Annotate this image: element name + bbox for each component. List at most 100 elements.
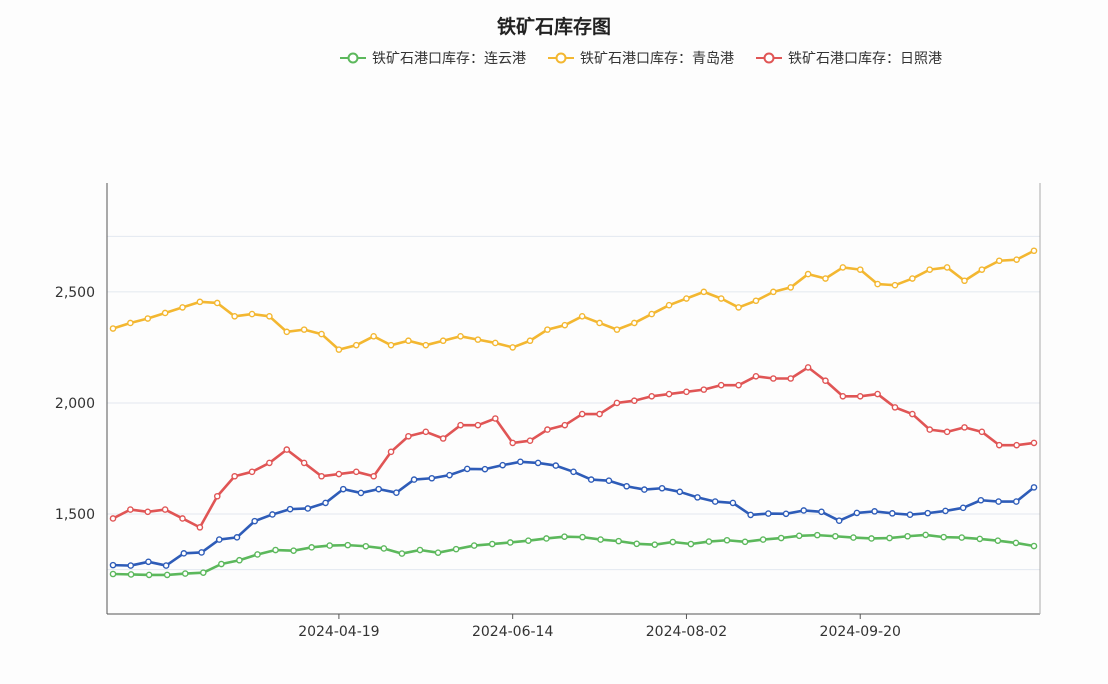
data-point-rizhao[interactable]: [439, 435, 447, 442]
series-line-lianyungang[interactable]: [112, 533, 1035, 577]
data-point-lianyungang[interactable]: [470, 542, 478, 549]
data-point-qingdao[interactable]: [665, 301, 673, 309]
data-point-lianyungang[interactable]: [218, 560, 225, 568]
data-point-rizhao[interactable]: [544, 426, 551, 433]
data-point-rizhao[interactable]: [457, 421, 464, 429]
data-point-lianyungang[interactable]: [1012, 539, 1020, 547]
data-point-qingdao[interactable]: [248, 310, 256, 318]
data-point-lianyungang[interactable]: [326, 542, 334, 549]
data-point-lianyungang[interactable]: [163, 571, 171, 579]
data-point-unnamed[interactable]: [747, 511, 754, 519]
data-point-qingdao[interactable]: [127, 319, 134, 327]
data-point-rizhao[interactable]: [613, 399, 621, 407]
data-point-qingdao[interactable]: [961, 277, 968, 285]
data-point-unnamed[interactable]: [215, 536, 223, 543]
data-point-unnamed[interactable]: [711, 498, 719, 505]
data-point-lianyungang[interactable]: [416, 546, 424, 554]
data-point-unnamed[interactable]: [977, 496, 985, 504]
data-point-unnamed[interactable]: [127, 562, 135, 569]
data-point-unnamed[interactable]: [393, 489, 400, 496]
data-point-unnamed[interactable]: [782, 510, 790, 518]
data-point-lianyungang[interactable]: [723, 536, 731, 544]
data-point-unnamed[interactable]: [605, 477, 613, 485]
data-point-unnamed[interactable]: [517, 458, 524, 466]
data-point-lianyungang[interactable]: [145, 571, 153, 579]
data-point-unnamed[interactable]: [871, 508, 878, 515]
data-point-qingdao[interactable]: [995, 257, 1003, 265]
data-point-rizhao[interactable]: [266, 459, 273, 467]
data-point-lianyungang[interactable]: [741, 538, 749, 546]
data-point-unnamed[interactable]: [339, 485, 347, 493]
data-point-unnamed[interactable]: [162, 562, 170, 569]
data-point-lianyungang[interactable]: [886, 534, 893, 542]
data-point-rizhao[interactable]: [683, 388, 690, 396]
data-point-rizhao[interactable]: [283, 446, 291, 453]
data-point-rizhao[interactable]: [804, 364, 812, 371]
data-point-rizhao[interactable]: [248, 468, 256, 476]
data-point-qingdao[interactable]: [474, 336, 482, 343]
data-point-rizhao[interactable]: [717, 381, 725, 389]
data-point-rizhao[interactable]: [300, 459, 308, 467]
data-point-qingdao[interactable]: [648, 310, 655, 318]
data-point-lianyungang[interactable]: [759, 536, 767, 543]
data-point-unnamed[interactable]: [304, 505, 312, 512]
data-point-lianyungang[interactable]: [777, 534, 785, 542]
data-point-unnamed[interactable]: [1030, 484, 1038, 491]
data-point-lianyungang[interactable]: [832, 532, 839, 540]
data-point-qingdao[interactable]: [856, 266, 864, 273]
data-point-unnamed[interactable]: [729, 499, 737, 507]
data-point-qingdao[interactable]: [300, 326, 308, 333]
data-point-rizhao[interactable]: [770, 375, 777, 382]
data-point-qingdao[interactable]: [700, 288, 708, 296]
data-point-lianyungang[interactable]: [705, 538, 713, 545]
data-point-lianyungang[interactable]: [976, 535, 984, 543]
data-point-qingdao[interactable]: [405, 337, 412, 345]
data-point-qingdao[interactable]: [266, 312, 273, 320]
data-point-qingdao[interactable]: [1013, 256, 1020, 263]
data-point-rizhao[interactable]: [387, 448, 395, 456]
data-point-qingdao[interactable]: [544, 326, 551, 333]
data-point-qingdao[interactable]: [926, 266, 934, 273]
data-point-lianyungang[interactable]: [868, 535, 875, 542]
data-point-rizhao[interactable]: [735, 381, 742, 389]
data-point-unnamed[interactable]: [818, 508, 825, 516]
data-point-lianyungang[interactable]: [199, 569, 207, 576]
series-line-qingdao[interactable]: [112, 249, 1035, 351]
data-point-lianyungang[interactable]: [687, 540, 695, 548]
data-point-rizhao[interactable]: [318, 472, 325, 480]
data-point-unnamed[interactable]: [959, 504, 967, 512]
data-point-unnamed[interactable]: [481, 465, 489, 473]
data-point-qingdao[interactable]: [161, 309, 169, 317]
data-point-rizhao[interactable]: [1030, 439, 1038, 447]
data-point-lianyungang[interactable]: [615, 537, 622, 545]
data-point-qingdao[interactable]: [283, 328, 291, 336]
data-point-unnamed[interactable]: [924, 509, 932, 517]
data-point-rizhao[interactable]: [596, 410, 603, 418]
data-point-unnamed[interactable]: [587, 476, 595, 483]
data-point-lianyungang[interactable]: [597, 536, 604, 543]
data-point-rizhao[interactable]: [509, 439, 516, 447]
data-point-qingdao[interactable]: [526, 337, 534, 345]
data-point-unnamed[interactable]: [322, 499, 329, 507]
data-point-qingdao[interactable]: [596, 319, 603, 327]
data-point-unnamed[interactable]: [800, 507, 808, 514]
data-point-lianyungang[interactable]: [994, 537, 1002, 544]
data-point-lianyungang[interactable]: [127, 571, 135, 578]
data-point-lianyungang[interactable]: [344, 541, 352, 549]
data-point-lianyungang[interactable]: [380, 545, 388, 552]
data-point-qingdao[interactable]: [457, 332, 464, 340]
data-point-unnamed[interactable]: [198, 549, 205, 556]
data-point-qingdao[interactable]: [352, 341, 360, 349]
data-point-unnamed[interactable]: [109, 561, 117, 569]
data-point-lianyungang[interactable]: [488, 540, 496, 548]
data-point-qingdao[interactable]: [509, 344, 516, 351]
data-point-lianyungang[interactable]: [525, 537, 532, 544]
series-line-rizhao[interactable]: [112, 366, 1035, 529]
data-point-qingdao[interactable]: [909, 275, 916, 282]
data-point-qingdao[interactable]: [318, 330, 325, 338]
data-point-qingdao[interactable]: [943, 264, 951, 271]
data-point-lianyungang[interactable]: [850, 534, 857, 541]
data-point-unnamed[interactable]: [552, 462, 560, 469]
data-point-unnamed[interactable]: [269, 511, 276, 518]
data-point-rizhao[interactable]: [1013, 441, 1020, 449]
